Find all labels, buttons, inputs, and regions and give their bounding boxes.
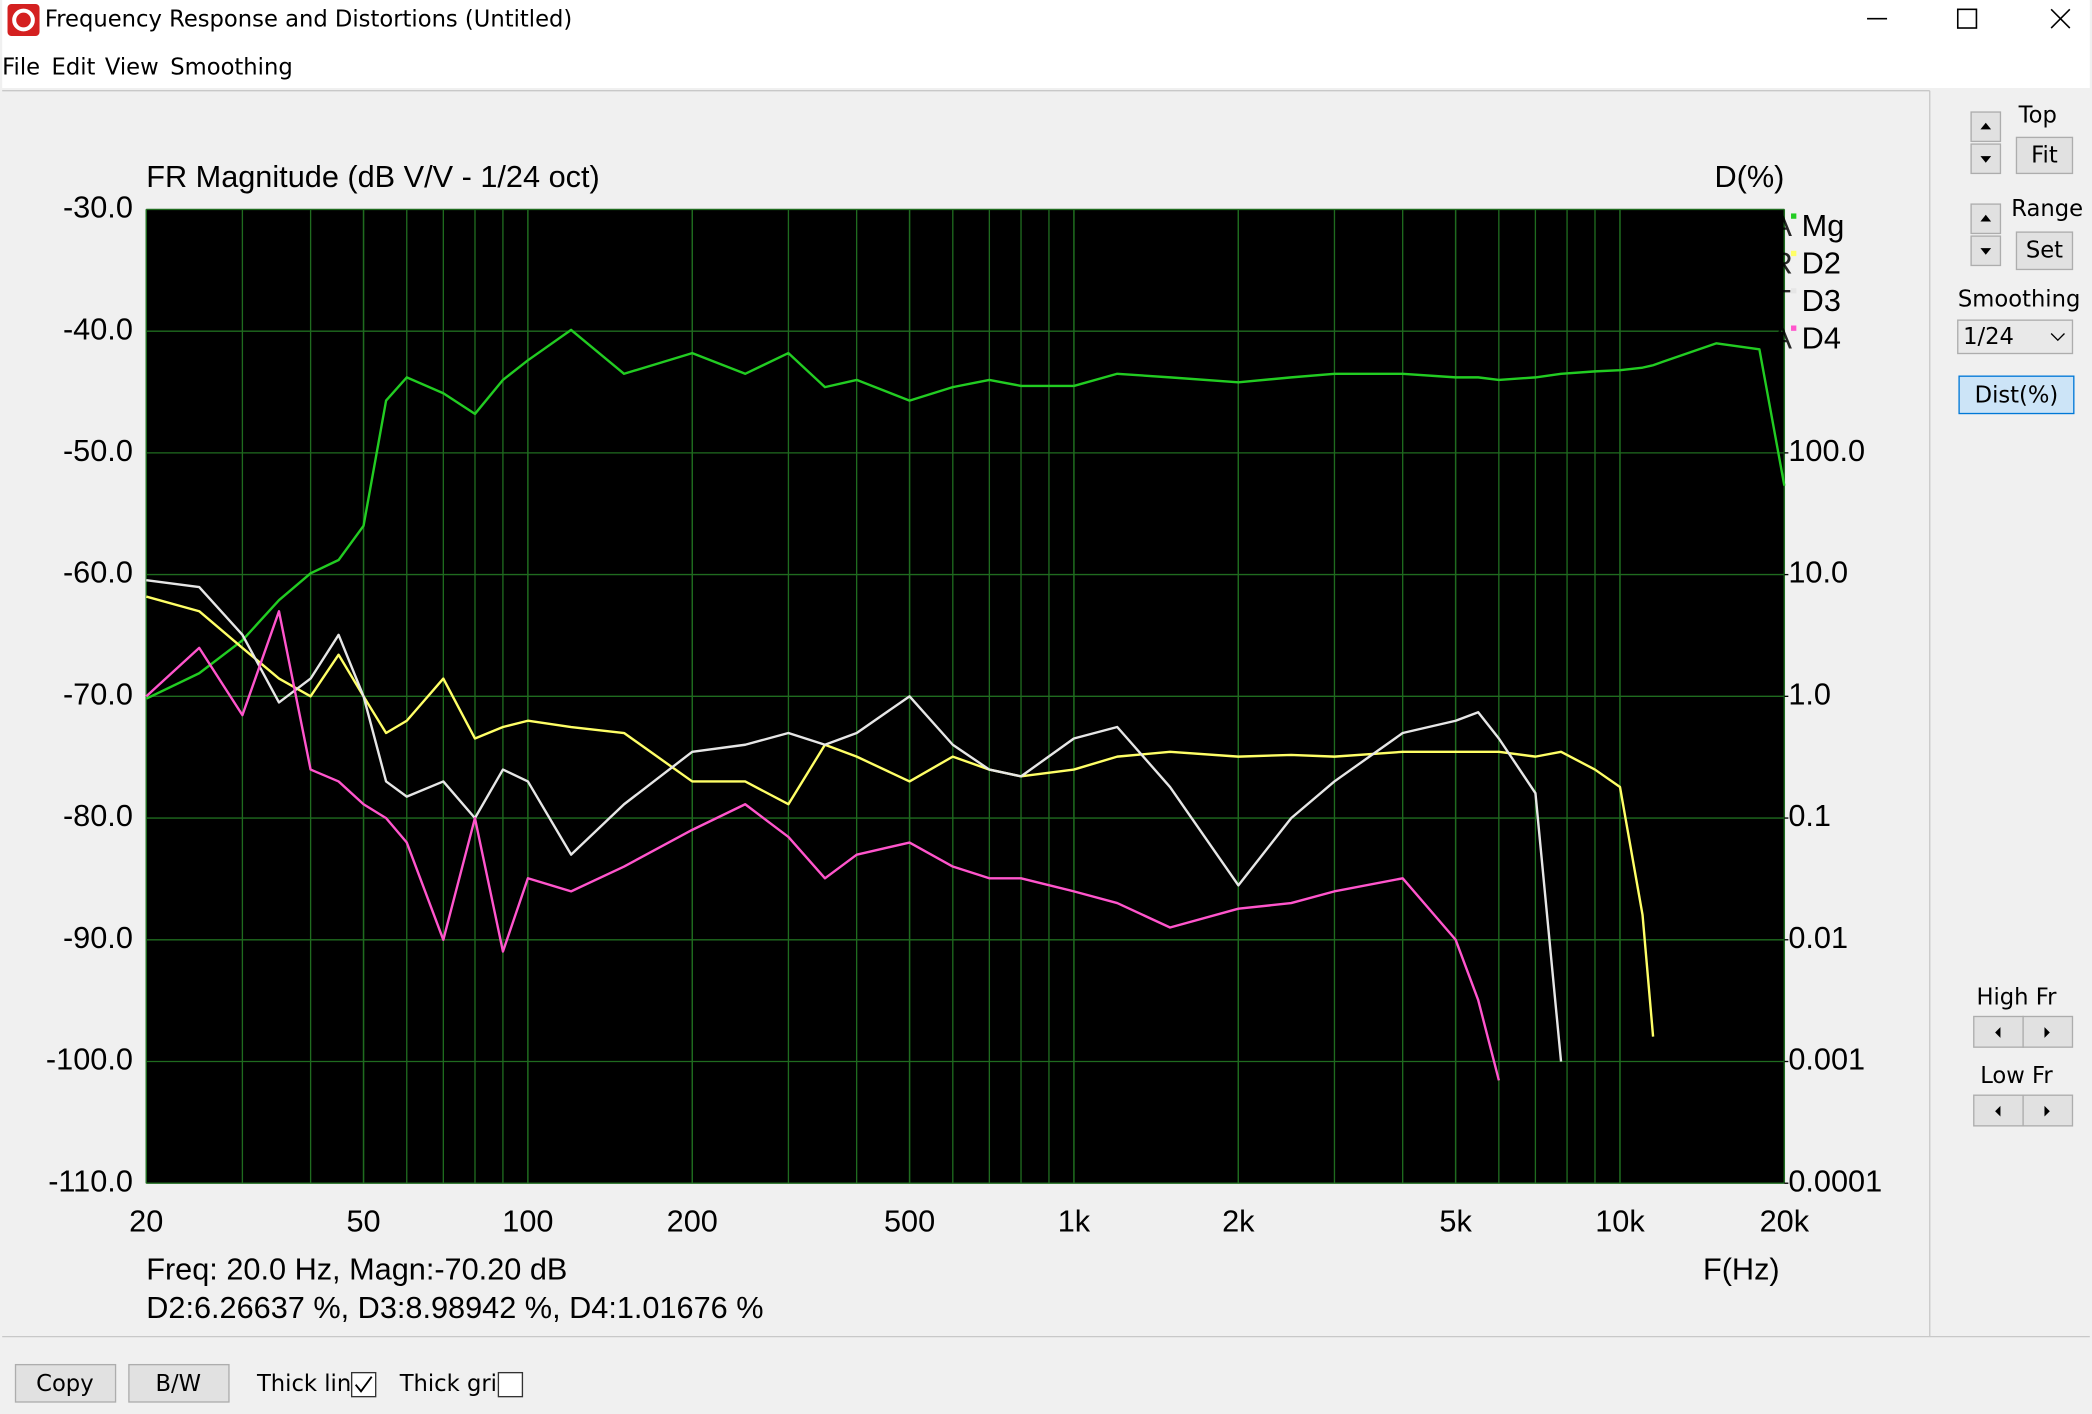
y-tick-label: -30.0 bbox=[63, 190, 133, 225]
legend-swatch bbox=[1791, 288, 1797, 294]
legend-swatch bbox=[1791, 213, 1797, 219]
arrow-down bbox=[1980, 156, 1992, 163]
legend-label: D4 bbox=[1802, 320, 1841, 355]
bw-button-label[interactable]: B/W bbox=[155, 1371, 201, 1397]
y2-tick-label: 0.001 bbox=[1788, 1042, 1865, 1077]
y2-tick-label: 0.01 bbox=[1788, 920, 1848, 955]
thick-grid-label: Thick grid bbox=[399, 1371, 512, 1397]
y-tick-label: -100.0 bbox=[46, 1042, 133, 1077]
arrow-up bbox=[1980, 214, 1992, 222]
smoothing-select[interactable] bbox=[1957, 319, 2074, 355]
smoothing-value[interactable]: 1/24 bbox=[1963, 324, 2014, 350]
x-tick-label: 50 bbox=[346, 1203, 380, 1238]
y2-axis-title: D(%) bbox=[1714, 159, 1784, 194]
chart-title: FR Magnitude (dB V/V - 1/24 oct) bbox=[146, 159, 599, 194]
legend-badge-letter: T bbox=[1772, 283, 1791, 318]
series-line bbox=[145, 610, 1501, 1081]
title-and-menu-bar bbox=[2, 0, 2090, 89]
app-icon-glyph bbox=[12, 8, 35, 32]
chevron bbox=[2050, 333, 2065, 342]
series-line bbox=[145, 595, 1655, 1037]
x-tick-label: 200 bbox=[667, 1203, 718, 1238]
legend-swatch bbox=[1791, 250, 1797, 257]
series-line bbox=[146, 578, 1563, 1062]
x-tick-label: 5k bbox=[1439, 1203, 1472, 1238]
legend-label: D3 bbox=[1802, 283, 1841, 318]
range-label: Range bbox=[2011, 196, 2083, 222]
x-tick-label: 2k bbox=[1222, 1203, 1255, 1238]
smoothing-label: Smoothing bbox=[1958, 287, 2080, 313]
legend-swatch bbox=[1791, 325, 1797, 331]
status-line: D2:6.26637 %, D3:8.98942 %, D4:1.01676 % bbox=[146, 1290, 763, 1325]
y-tick-label: -110.0 bbox=[48, 1163, 133, 1198]
close-button[interactable] bbox=[2050, 8, 2071, 29]
x-tick-label: 20k bbox=[1760, 1203, 1810, 1238]
legend-label: Mg bbox=[1802, 208, 1845, 243]
y2-tick-label: 1.0 bbox=[1788, 676, 1831, 711]
menu-item[interactable]: Edit bbox=[52, 55, 96, 81]
y2-tick-label: 100.0 bbox=[1788, 433, 1865, 468]
dist-button[interactable] bbox=[1958, 375, 2075, 415]
status-line: Freq: 20.0 Hz, Magn:-70.20 dB bbox=[146, 1251, 567, 1286]
checkmark bbox=[354, 1376, 373, 1393]
high-fr-label: High Fr bbox=[1976, 984, 2057, 1010]
fit-button[interactable] bbox=[2015, 136, 2074, 175]
arrow-up bbox=[1980, 122, 1992, 130]
x-tick-label: 20 bbox=[129, 1203, 163, 1238]
y2-tick-label: 0.0001 bbox=[1788, 1163, 1882, 1198]
set-button-label[interactable]: Set bbox=[2026, 237, 2063, 263]
y2-tick-label: 0.1 bbox=[1788, 798, 1831, 833]
arrow-left bbox=[1995, 1027, 2001, 1038]
legend-label: D2 bbox=[1802, 246, 1841, 281]
copy-button[interactable] bbox=[14, 1363, 117, 1403]
arrow-right bbox=[2044, 1027, 2050, 1038]
x-tick-label: 500 bbox=[884, 1203, 935, 1238]
low-fr-label: Low Fr bbox=[1980, 1063, 2053, 1089]
thick-line-checkbox[interactable] bbox=[351, 1371, 377, 1398]
y-tick-label: -70.0 bbox=[63, 676, 133, 711]
thick-line-label: Thick line bbox=[256, 1371, 365, 1397]
y2-tick-label: 10.0 bbox=[1788, 555, 1848, 590]
maximize-button[interactable] bbox=[1956, 8, 1978, 29]
legend-badge-letter: A bbox=[1771, 208, 1792, 243]
y-tick-label: -90.0 bbox=[63, 920, 133, 955]
set-button[interactable] bbox=[2015, 231, 2074, 271]
x-tick-label: 100 bbox=[502, 1203, 553, 1238]
copy-button-label[interactable]: Copy bbox=[36, 1371, 93, 1397]
x-tick-label: 1k bbox=[1058, 1203, 1091, 1238]
y-tick-label: -40.0 bbox=[63, 311, 133, 346]
x-axis-title: F(Hz) bbox=[1703, 1251, 1780, 1286]
bw-button[interactable] bbox=[128, 1363, 230, 1403]
legend-badge-letter: A bbox=[1771, 320, 1792, 355]
menu-item[interactable]: File bbox=[2, 55, 40, 81]
fit-button-label[interactable]: Fit bbox=[2031, 143, 2058, 169]
y-tick-label: -80.0 bbox=[63, 798, 133, 833]
menu-item[interactable]: View bbox=[105, 55, 159, 81]
axis-labels: 20 50 100 200 500 1k 2k 5k 10k 20k -30.0 -40.0 -50.0… bbox=[46, 190, 1882, 1239]
legend-badge-letter: R bbox=[1771, 246, 1793, 281]
arrow-right bbox=[2044, 1105, 2050, 1117]
menu-item[interactable]: Smoothing bbox=[170, 55, 292, 81]
x-tick-label: 10k bbox=[1595, 1203, 1645, 1238]
series-line bbox=[145, 328, 1786, 700]
dist-button-label[interactable]: Dist(%) bbox=[1975, 383, 2059, 409]
thick-grid-checkbox[interactable] bbox=[497, 1371, 524, 1398]
y-tick-label: -50.0 bbox=[63, 433, 133, 468]
window-title: Frequency Response and Distortions (Unti… bbox=[45, 7, 572, 33]
y-tick-label: -60.0 bbox=[63, 555, 133, 590]
series-lines bbox=[145, 328, 1786, 1081]
arrow-down bbox=[1980, 248, 1992, 255]
top-label: Top bbox=[2018, 103, 2057, 129]
arrow-left bbox=[1995, 1105, 2001, 1117]
